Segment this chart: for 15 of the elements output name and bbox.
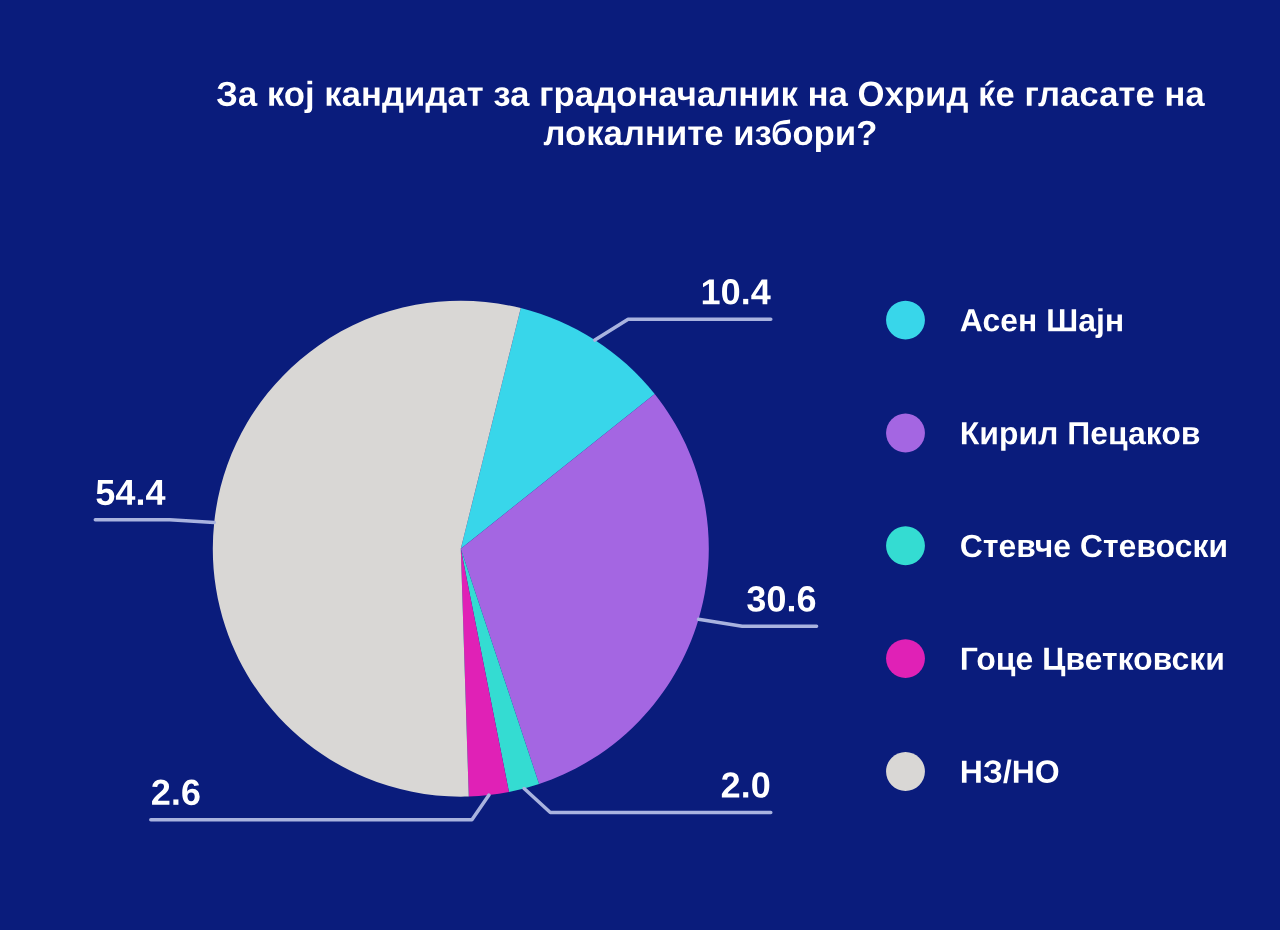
pie-slice <box>460 394 709 785</box>
pie-slice <box>212 300 521 797</box>
legend-label: Асен Шајн <box>960 308 1122 338</box>
pie-slice <box>460 548 540 792</box>
legend-label: Гоце Цветковски <box>961 647 1223 677</box>
data-label: 30.6 <box>747 586 816 612</box>
legend-label: Кирил Пецаков <box>961 422 1200 451</box>
legend-label: Стевче Стевоски <box>961 534 1226 558</box>
data-label: 2.6 <box>152 779 200 806</box>
data-label: 10.4 <box>702 279 771 305</box>
chart-title: За кој кандидат за градоначалник на Охрид ќе гласате на локалните избори? <box>216 80 1205 153</box>
data-label: 2.0 <box>721 772 770 798</box>
pie-slice <box>460 308 655 549</box>
data-label: 54.4 <box>96 480 166 506</box>
legend-label: НЗ/НО <box>961 759 1059 784</box>
